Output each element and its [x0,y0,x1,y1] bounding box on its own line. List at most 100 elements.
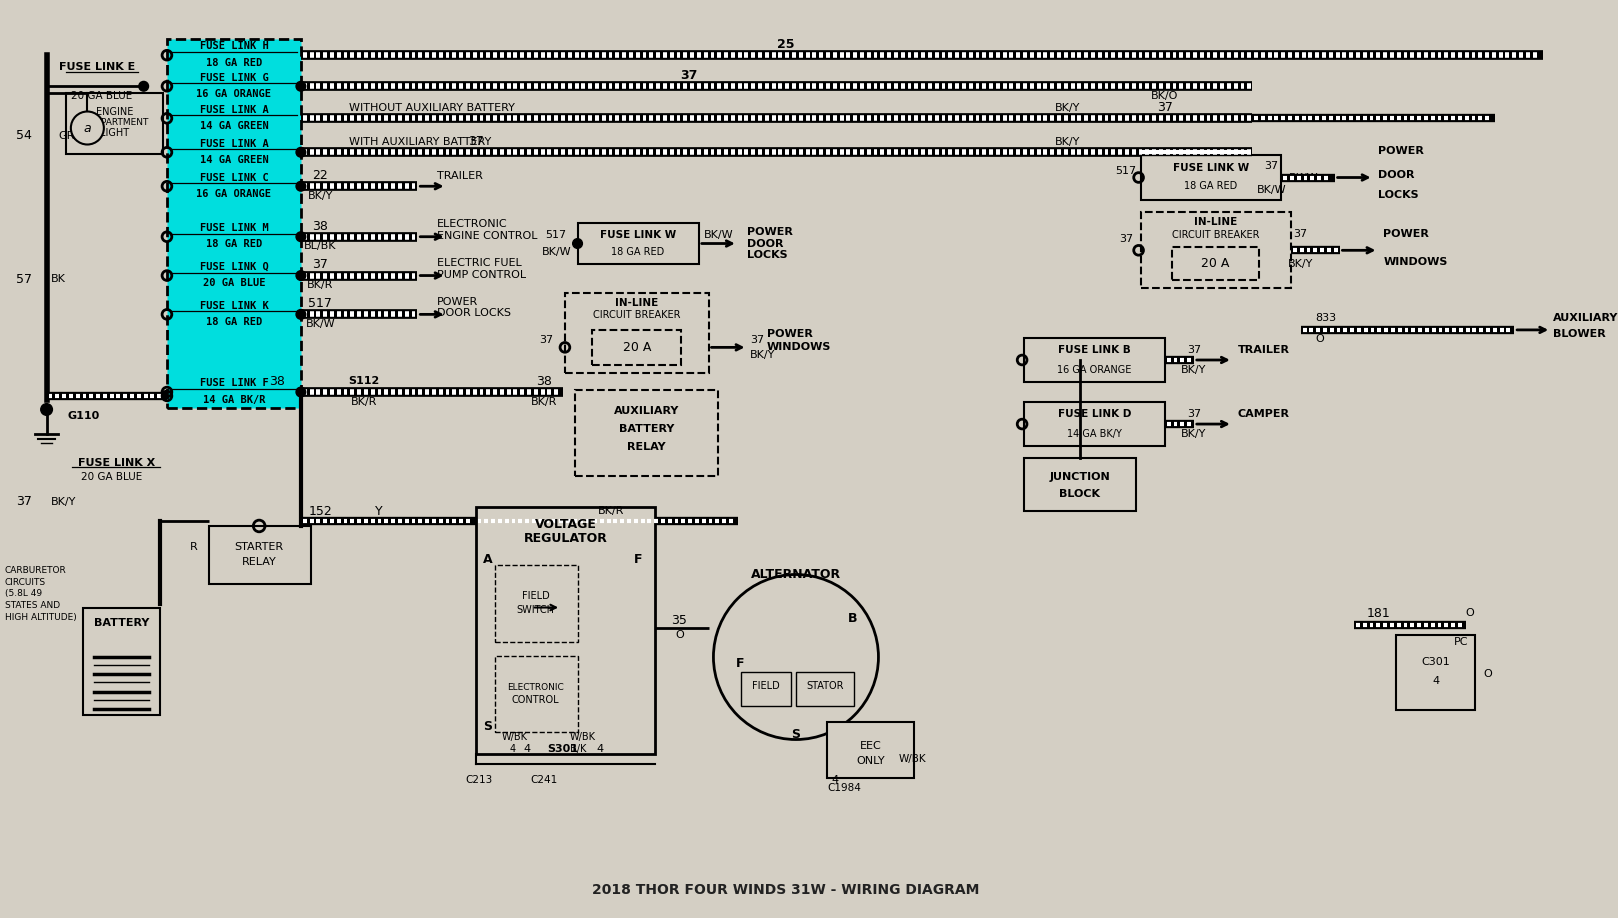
Text: O: O [1484,668,1492,678]
Text: 181: 181 [1367,607,1390,620]
Text: O: O [1315,333,1324,343]
Text: BK/W: BK/W [542,247,571,257]
Text: ELECTRONIC: ELECTRONIC [508,683,565,691]
Text: 14 GA BK/Y: 14 GA BK/Y [1066,429,1121,439]
Text: BATTERY: BATTERY [94,618,149,628]
Bar [495,656,578,732]
Bar [209,526,311,584]
Text: 35: 35 [671,613,688,627]
Text: FUSE LINK A: FUSE LINK A [199,139,269,149]
Text: LOCKS: LOCKS [748,251,788,260]
Text: O: O [675,630,684,640]
Text: 517: 517 [309,297,332,310]
Text: POWER: POWER [437,297,477,307]
Circle shape [296,271,306,280]
Text: S301: S301 [547,744,579,755]
Text: FUSE LINK H: FUSE LINK H [199,41,269,51]
Bar [574,390,718,476]
Text: 4: 4 [510,744,516,755]
Bar [1024,402,1165,446]
Bar [565,293,709,373]
Text: FIELD: FIELD [752,681,780,691]
Bar [1024,458,1136,511]
Text: CIRCUIT BREAKER: CIRCUIT BREAKER [1171,230,1259,240]
Text: 54: 54 [16,129,32,142]
Text: TRAILER: TRAILER [1238,345,1290,355]
Text: 20 GA BLUE: 20 GA BLUE [81,473,142,483]
Text: 38: 38 [269,375,285,387]
Text: S: S [482,721,492,733]
Text: BLOCK: BLOCK [1060,489,1100,499]
Text: CAMPER: CAMPER [1238,409,1290,420]
Text: F: F [736,657,744,670]
Text: VOLTAGE: VOLTAGE [534,518,597,531]
Circle shape [714,575,879,740]
Text: LOCKS: LOCKS [1379,190,1419,200]
Text: WITH AUXILIARY BATTERY: WITH AUXILIARY BATTERY [349,137,492,147]
Text: S: S [791,728,801,741]
Bar [796,672,854,706]
Text: O: O [1466,609,1474,619]
Bar [1396,634,1476,711]
Text: BK/W: BK/W [1257,185,1286,195]
Text: DOOR LOCKS: DOOR LOCKS [437,308,511,319]
Text: DOOR: DOOR [1379,170,1414,180]
Circle shape [296,309,306,319]
Circle shape [296,387,306,397]
Text: B/K: B/K [570,744,587,755]
Bar [495,565,578,643]
Text: ELECTRONIC: ELECTRONIC [437,219,508,230]
Text: B: B [848,611,858,624]
Text: BK/R: BK/R [531,397,557,407]
Text: BK/Y: BK/Y [751,350,775,360]
Text: FUSE LINK B: FUSE LINK B [1058,345,1131,355]
Text: CONTROL: CONTROL [511,695,560,705]
Text: BK: BK [50,274,65,285]
Text: 37: 37 [751,334,764,344]
Circle shape [40,404,52,415]
Bar [1141,212,1291,288]
Bar [66,93,163,154]
Text: 18 GA RED: 18 GA RED [1184,182,1238,192]
Text: 37: 37 [1265,162,1278,172]
Text: 18 GA RED: 18 GA RED [205,58,262,68]
Text: POWER: POWER [767,329,812,339]
Circle shape [573,239,582,249]
Text: 57: 57 [16,273,32,285]
Text: 152: 152 [309,505,332,518]
Circle shape [296,182,306,191]
Bar [1171,247,1259,280]
Text: POWER: POWER [1383,229,1429,239]
Text: 20 A: 20 A [623,341,650,353]
Text: FUSE LINK A: FUSE LINK A [199,105,269,115]
Text: IN-LINE: IN-LINE [1194,218,1238,227]
Text: FUSE LINK C: FUSE LINK C [199,173,269,183]
Text: ONLY: ONLY [856,756,885,766]
Text: 22: 22 [312,169,328,182]
Text: W/BK: W/BK [898,754,925,764]
Text: 20 GA BLUE: 20 GA BLUE [71,91,133,101]
Text: REGULATOR: REGULATOR [524,532,607,545]
Text: RELAY: RELAY [241,557,277,567]
Text: BK/Y: BK/Y [1181,429,1207,439]
Text: JUNCTION: JUNCTION [1050,472,1110,482]
Text: AUXILIARY: AUXILIARY [1553,313,1618,323]
Bar [167,39,301,408]
Text: 14 GA GREEN: 14 GA GREEN [199,121,269,131]
Text: 18 GA RED: 18 GA RED [205,317,262,327]
Text: IN-LINE: IN-LINE [615,297,659,308]
Text: 2018 THOR FOUR WINDS 31W - WIRING DIAGRAM: 2018 THOR FOUR WINDS 31W - WIRING DIAGRA… [592,883,979,897]
Text: F: F [634,554,642,566]
Text: RELAY: RELAY [628,442,665,453]
Text: GR/Y: GR/Y [58,130,86,140]
Text: ENGINE: ENGINE [95,106,133,117]
Text: LIGHT: LIGHT [100,128,129,138]
Text: PUMP CONTROL: PUMP CONTROL [437,270,526,280]
Text: 517: 517 [1115,166,1136,176]
Bar [1141,155,1281,200]
Text: 25: 25 [778,38,794,51]
Text: ENGINE CONTROL: ENGINE CONTROL [437,230,537,241]
Text: 20 A: 20 A [1201,257,1230,271]
Circle shape [296,232,306,241]
Bar [592,330,681,364]
